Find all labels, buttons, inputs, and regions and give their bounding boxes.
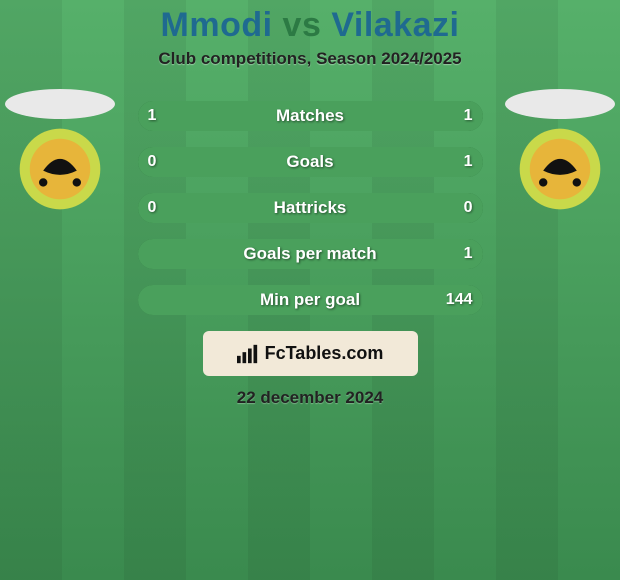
stat-label: Min per goal <box>138 285 483 315</box>
comparison-infographic: Mmodi vs Vilakazi Club competitions, Sea… <box>0 0 620 580</box>
footer-date: 22 december 2024 <box>0 388 620 408</box>
club-logo-left <box>10 127 110 211</box>
club-badge-icon <box>510 127 610 211</box>
player-left-avatar-placeholder <box>5 89 115 119</box>
stat-row: 11Matches <box>138 101 483 131</box>
title-vs: vs <box>283 6 322 44</box>
stat-row: 01Goals <box>138 147 483 177</box>
stat-label: Hattricks <box>138 193 483 223</box>
page-title: Mmodi vs Vilakazi <box>0 0 620 45</box>
page-subtitle: Club competitions, Season 2024/2025 <box>0 49 620 69</box>
stat-bars: 11Matches 01Goals 00Hattricks 1Goals per ma… <box>138 89 483 315</box>
brand-badge: FcTables.com <box>203 331 418 376</box>
chart-area: 11Matches 01Goals 00Hattricks 1Goals per ma… <box>0 89 620 315</box>
club-badge-icon <box>10 127 110 211</box>
stat-label: Goals per match <box>138 239 483 269</box>
brand-text: FcTables.com <box>265 343 384 364</box>
stat-row: 00Hattricks <box>138 193 483 223</box>
stat-label: Matches <box>138 101 483 131</box>
club-logo-right <box>510 127 610 211</box>
title-player-right: Vilakazi <box>331 6 459 44</box>
stat-row: 144Min per goal <box>138 285 483 315</box>
title-player-left: Mmodi <box>161 6 273 44</box>
player-left-column <box>0 89 120 211</box>
stat-row: 1Goals per match <box>138 239 483 269</box>
bar-chart-icon <box>237 344 259 364</box>
player-right-avatar-placeholder <box>505 89 615 119</box>
player-right-column <box>500 89 620 211</box>
stat-label: Goals <box>138 147 483 177</box>
